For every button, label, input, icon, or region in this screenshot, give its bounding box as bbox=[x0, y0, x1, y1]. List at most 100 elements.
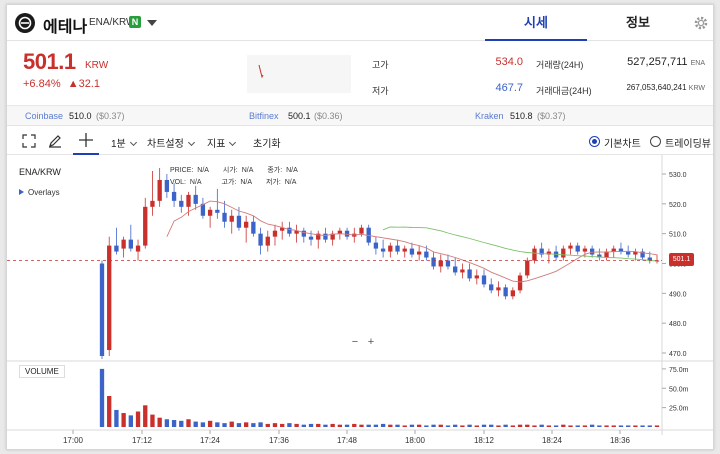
candle-body bbox=[128, 239, 133, 249]
volume-bar bbox=[164, 419, 170, 427]
exchange-diff: ($0.37) bbox=[96, 111, 125, 121]
candle-body bbox=[525, 260, 530, 276]
legend-open-key: 시가: bbox=[222, 167, 238, 174]
ma-short-line bbox=[166, 200, 658, 283]
high-value: 534.0 bbox=[495, 56, 523, 68]
gear-icon[interactable] bbox=[693, 15, 709, 31]
candle-body bbox=[99, 263, 105, 356]
candle-body bbox=[294, 230, 299, 234]
overlays-label: Overlays bbox=[28, 188, 60, 197]
tab-info[interactable]: 정보 bbox=[626, 15, 650, 30]
price-tick-label: 490.0 bbox=[669, 291, 687, 298]
volume-bar bbox=[445, 425, 451, 427]
basic-chart-radio[interactable] bbox=[589, 136, 600, 147]
indicators-button[interactable]: 지표 bbox=[207, 135, 237, 150]
volume-tick-label: 75.0m bbox=[669, 367, 689, 374]
volume-bar bbox=[647, 425, 652, 427]
exchange-diff: ($0.36) bbox=[314, 111, 343, 121]
time-tick-label: 17:24 bbox=[200, 436, 221, 445]
zoom-out-button[interactable]: − bbox=[351, 336, 359, 348]
candle-body bbox=[287, 227, 292, 234]
low-value: 467.7 bbox=[495, 82, 523, 94]
volume-bar bbox=[395, 424, 400, 427]
candle-body bbox=[395, 245, 400, 252]
volume-bar bbox=[373, 424, 379, 427]
fullscreen-icon[interactable] bbox=[21, 133, 37, 149]
candle-body bbox=[337, 230, 343, 234]
volume-bar bbox=[258, 422, 263, 427]
legend-row: PRICE: N/A 시가: N/A 종가: N/A bbox=[170, 165, 298, 175]
time-tick-label: 17:00 bbox=[63, 436, 84, 445]
volume-bar bbox=[114, 409, 119, 427]
volume-bar bbox=[409, 424, 415, 427]
candle-body bbox=[164, 179, 170, 192]
candle-body bbox=[517, 275, 523, 291]
low-label: 저가 bbox=[372, 86, 389, 96]
exchange-name[interactable]: Coinbase bbox=[25, 111, 64, 121]
volume-bar bbox=[481, 424, 487, 427]
volume-bar bbox=[503, 424, 508, 427]
exchange-name[interactable]: Kraken bbox=[475, 111, 504, 121]
volume-bar bbox=[618, 425, 624, 427]
coin-name: 에테나 bbox=[43, 19, 88, 36]
interval-select[interactable]: 1분 bbox=[111, 135, 137, 150]
candle-body bbox=[539, 248, 544, 255]
volume-bar bbox=[438, 424, 443, 427]
coin-dropdown-icon[interactable] bbox=[147, 20, 157, 26]
legend-row: VOL: N/A 고가: N/A 저가: N/A bbox=[170, 177, 296, 187]
volume-bar bbox=[99, 368, 105, 427]
candle-body bbox=[200, 203, 206, 216]
volume-bar bbox=[316, 423, 321, 427]
candle-body bbox=[258, 233, 263, 246]
volume-tick-label: 50.0m bbox=[669, 386, 689, 393]
candle-body bbox=[568, 245, 573, 249]
volume-bar bbox=[582, 425, 588, 427]
volume-bar bbox=[344, 424, 350, 427]
candle-body bbox=[236, 215, 242, 228]
reset-button[interactable]: 초기화 bbox=[253, 139, 281, 150]
pencil-icon[interactable] bbox=[47, 133, 63, 149]
candle-body bbox=[272, 230, 278, 237]
volume-bar bbox=[654, 425, 660, 427]
price-tick-label: 530.0 bbox=[669, 172, 687, 179]
candle-body bbox=[222, 212, 227, 222]
zoom-in-button[interactable]: + bbox=[367, 336, 375, 348]
amount-24h: 267,053,640,241 KRW bbox=[597, 83, 705, 92]
candle-body bbox=[618, 248, 624, 252]
chart-settings-label: 차트설정 bbox=[147, 139, 184, 150]
candle-body bbox=[647, 257, 652, 261]
volume-bar bbox=[337, 424, 343, 427]
volume-bar bbox=[460, 425, 465, 427]
legend-price-val: N/A bbox=[197, 167, 209, 174]
crosshair-icon[interactable] bbox=[73, 127, 99, 155]
change-percent: +6.84% bbox=[23, 78, 61, 90]
candle-body bbox=[582, 248, 588, 252]
basic-chart-label[interactable]: 기본차트 bbox=[604, 139, 641, 150]
volume-24h-unit: ENA bbox=[690, 60, 705, 67]
amount-24h-value: 267,053,640,241 bbox=[626, 83, 687, 92]
volume-bar bbox=[489, 424, 494, 427]
volume-bar bbox=[215, 422, 220, 427]
volume-bar bbox=[539, 424, 544, 427]
candle-body bbox=[453, 266, 458, 273]
last-price-tag: 501.1 bbox=[669, 253, 694, 266]
chart-settings-button[interactable]: 차트설정 bbox=[147, 135, 195, 150]
candle-body bbox=[388, 245, 393, 252]
volume-24h-label: 거래량(24H) bbox=[536, 60, 584, 70]
tradingview-radio[interactable] bbox=[650, 136, 661, 147]
tradingview-label[interactable]: 트레이딩뷰 bbox=[665, 139, 711, 150]
overlays-toggle[interactable]: Overlays bbox=[19, 188, 60, 197]
volume-bar bbox=[633, 425, 638, 427]
volume-bar bbox=[640, 425, 645, 427]
volume-bar bbox=[222, 423, 227, 427]
volume-bar bbox=[251, 423, 256, 427]
price-chart[interactable]: 530.0520.0510.0500.0490.0480.0470.075.0m… bbox=[7, 155, 714, 450]
time-tick-label: 17:48 bbox=[337, 436, 358, 445]
tab-market[interactable]: 시세 bbox=[485, 5, 587, 41]
candle-body bbox=[467, 269, 472, 279]
trading-pair: ENA/KRW bbox=[89, 17, 136, 28]
exchange-name[interactable]: Bitfinex bbox=[249, 111, 279, 121]
candle-body bbox=[344, 230, 350, 237]
candle-body bbox=[654, 260, 660, 262]
volume-bar bbox=[179, 420, 184, 427]
